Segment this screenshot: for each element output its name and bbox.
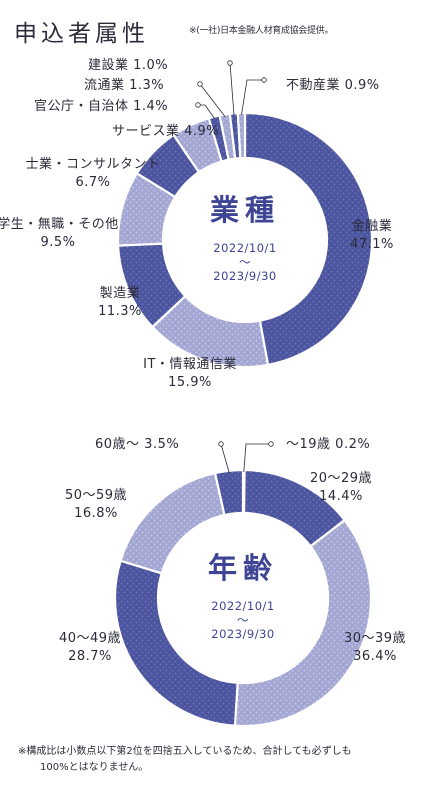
slice-value-5: 6.7%: [75, 175, 110, 190]
slice-label-6: 60歳～ 3.5%: [95, 437, 179, 452]
leader-line-9: [229, 62, 235, 116]
leader-dot-1: [268, 441, 274, 447]
page-title: 申込者属性: [14, 21, 149, 47]
donut-slice-10: [236, 111, 247, 160]
slice-value-4: 9.5%: [40, 235, 75, 250]
slice-label-3: 30～39歳: [344, 631, 406, 646]
footnote-line-1: ※構成比は小数点以下第2位を四捨五入しているため、合計しても必ずしも: [18, 746, 352, 757]
slice-label-1: 金融業: [352, 218, 393, 234]
footnote: ※構成比は小数点以下第2位を四捨五入しているため、合計しても必ずしも 100%と…: [18, 744, 428, 776]
leader-dot-6: [218, 441, 224, 447]
leader-line-1: [243, 443, 271, 473]
center-center-date-to: 2023/9/30: [211, 627, 274, 641]
donut-slice-3: [233, 519, 373, 728]
donut-slice-6: [213, 468, 245, 517]
leader-line-8: [199, 83, 226, 117]
slice-label-10: 不動産業 0.9%: [286, 77, 380, 93]
slice-label-4: 学生・無職・その他: [0, 216, 119, 232]
center-title: 業種: [210, 193, 280, 227]
slice-value-2: 14.4%: [319, 489, 363, 504]
slice-label-5: 50～59歳: [65, 488, 127, 503]
slice-value-3: 36.4%: [353, 649, 397, 664]
industry-donut-chart: 金融業 47.1% IT・情報通信業 15.9% 製造業 11.3% 学生・無職・その他 9.…: [0, 57, 394, 390]
center-center-date-to: 2023/9/30: [213, 269, 276, 283]
slice-value-5: 16.8%: [74, 506, 118, 521]
leader-dot-10: [261, 77, 267, 83]
age-donut-chart: ～19歳 0.2% 20～29歳 14.4% 30～39歳 36.4% 40～49歳 28.…: [59, 437, 406, 728]
slice-value-4: 28.7%: [68, 649, 112, 664]
slice-label-7: 官公庁・自治体 1.4%: [34, 98, 168, 114]
slice-label-3: 製造業: [100, 285, 141, 301]
center-title: 年齢: [208, 551, 278, 585]
slice-label-2: IT・情報通信業: [143, 356, 237, 372]
slice-label-2: 20～29歳: [310, 471, 372, 486]
donut-slice-1: [243, 111, 374, 366]
center-center-date-from: 2022/10/1: [213, 241, 276, 255]
slice-label-9: 建設業 1.0%: [88, 57, 168, 73]
leader-dot-7: [195, 102, 201, 108]
slice-label-1: ～19歳 0.2%: [286, 437, 370, 452]
leader-line-10: [241, 79, 264, 116]
slice-value-1: 47.1%: [350, 237, 394, 252]
leader-line-6: [220, 443, 230, 473]
slice-label-6: サービス業 4.9%: [112, 123, 219, 139]
footnote-line-2: 100%とはなりません。: [40, 762, 149, 773]
slice-label-5: 士業・コンサルタント: [25, 156, 160, 172]
source-note: ※(一社)日本金融人材育成協会提供。: [189, 26, 334, 36]
leader-dot-8: [197, 81, 203, 87]
center-center-date-tilde: ～: [239, 255, 251, 269]
donut-slice-4: [113, 559, 239, 727]
center-center-date-tilde: ～: [237, 613, 249, 627]
slice-value-2: 15.9%: [168, 375, 212, 390]
slice-value-3: 11.3%: [98, 304, 142, 319]
slice-label-8: 流通業 1.3%: [84, 77, 164, 93]
leader-dot-9: [227, 60, 233, 66]
center-center-date-from: 2022/10/1: [211, 599, 274, 613]
slice-label-4: 40～49歳: [59, 631, 121, 646]
